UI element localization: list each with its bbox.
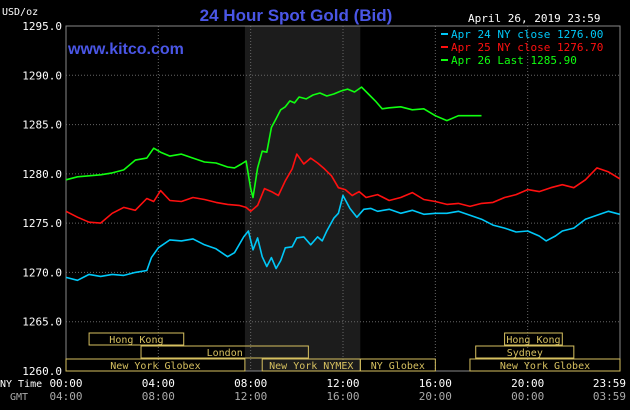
y-tick-label: 1270.0 (22, 266, 62, 279)
market-box (504, 332, 563, 346)
gmt-tick-label: 20:00 (419, 390, 452, 403)
ny-time-label: NY Time (0, 379, 42, 390)
legend-label: Apr 24 NY close 1276.00 (451, 28, 603, 41)
y-tick-label: 1260.0 (22, 365, 62, 378)
market-label: New York NYMEX (269, 361, 353, 372)
gmt-tick-label: 04:00 (49, 390, 82, 403)
x-tick-label: 23:59 (593, 377, 626, 390)
legend-entry: Apr 25 NY close 1276.70 (441, 41, 603, 54)
gmt-label: GMT (10, 392, 28, 403)
market-session: Hong Kong (88, 332, 185, 346)
market-session: Sydney (475, 345, 575, 359)
market-label: New York Globex (500, 361, 590, 372)
y-tick-label: 1295.0 (22, 20, 62, 33)
ny-session-shade (244, 26, 361, 371)
x-axis-ticks: 00:00 04:00 08:00 12:00 16:00 20:00 23:5904:00… (49, 377, 626, 403)
market-box (140, 345, 309, 359)
market-box (65, 358, 246, 372)
market-session: Hong Kong (504, 332, 563, 346)
gmt-tick-label: 12:00 (234, 390, 267, 403)
market-label: NY Globex (371, 361, 425, 372)
y-axis-ticks: 1260.0 1265.0 1270.0 1275.0 1280.0 1285.0 1290… (22, 20, 62, 378)
market-session: London (140, 345, 309, 359)
series-line (65, 153, 621, 224)
market-session: NY Globex (359, 358, 436, 372)
market-label: London (207, 348, 243, 359)
x-tick-label: 16:00 (419, 377, 452, 390)
x-tick-label: 20:00 (511, 377, 544, 390)
market-box (475, 345, 575, 359)
market-box (359, 358, 436, 372)
date-label: April 26, 2019 23:59 (468, 12, 600, 25)
market-session: New York Globex (469, 358, 621, 372)
legend-entry: Apr 24 NY close 1276.00 (441, 28, 603, 41)
x-tick-label: 04:00 (142, 377, 175, 390)
market-session: New York NYMEX (261, 358, 361, 372)
market-session: New York Globex (65, 358, 246, 372)
gmt-tick-label: 16:00 (326, 390, 359, 403)
market-label: Hong Kong (506, 335, 560, 346)
market-label: Sydney (507, 348, 543, 359)
x-tick-label: 12:00 (326, 377, 359, 390)
x-tick-label: 00:00 (49, 377, 82, 390)
y-tick-label: 1265.0 (22, 316, 62, 329)
gmt-tick-label: 00:00 (511, 390, 544, 403)
y-tick-label: 1290.0 (22, 69, 62, 82)
market-box (469, 358, 621, 372)
legend-label: Apr 25 NY close 1276.70 (451, 41, 603, 54)
market-label: Hong Kong (109, 335, 163, 346)
price-series (65, 86, 621, 282)
x-tick-label: 08:00 (234, 377, 267, 390)
series-line (65, 194, 621, 282)
series-line (65, 86, 482, 199)
market-box (88, 332, 185, 346)
market-label: New York Globex (110, 361, 200, 372)
legend-entry: Apr 26 Last 1285.90 (441, 54, 577, 67)
site-watermark: www.kitco.com (67, 41, 184, 58)
legend-label: Apr 26 Last 1285.90 (451, 54, 577, 67)
gmt-tick-label: 08:00 (142, 390, 175, 403)
y-tick-label: 1280.0 (22, 168, 62, 181)
ny-session-band (244, 26, 361, 371)
chart-title: 24 Hour Spot Gold (Bid) (200, 6, 393, 25)
y-tick-label: 1275.0 (22, 217, 62, 230)
gmt-tick-label: 03:59 (593, 390, 626, 403)
y-tick-label: 1285.0 (22, 119, 62, 132)
market-sessions: Hong Kong Hong Kong London Sydney New York G… (65, 332, 621, 372)
unit-label: USD/oz (2, 7, 38, 18)
